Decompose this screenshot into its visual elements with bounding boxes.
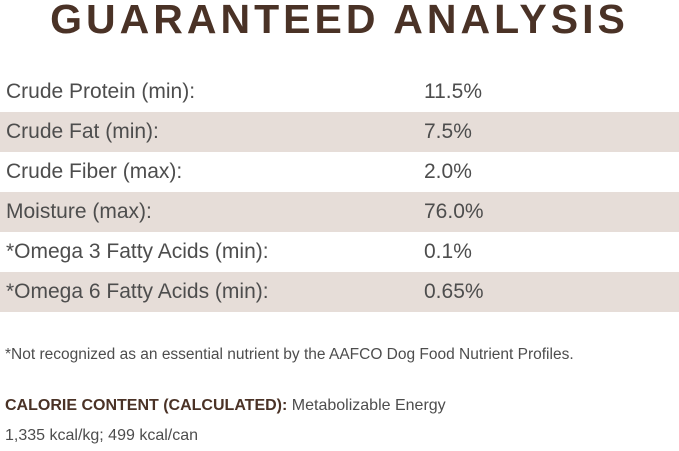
nutrient-value: 7.5%	[424, 120, 472, 143]
nutrient-value: 0.65%	[424, 280, 484, 303]
table-row: *Omega 6 Fatty Acids (min): 0.65%	[0, 272, 679, 312]
calorie-label: CALORIE CONTENT (CALCULATED):	[5, 397, 288, 414]
table-row: Crude Protein (min): 11.5%	[0, 72, 679, 112]
nutrient-label: Crude Protein (min):	[6, 80, 196, 103]
nutrient-label: Moisture (max):	[6, 200, 152, 223]
table-row: Crude Fat (min): 7.5%	[0, 112, 679, 152]
nutrient-value: 11.5%	[424, 80, 482, 103]
nutrient-value: 76.0%	[424, 200, 484, 223]
nutrient-label: Crude Fat (min):	[6, 120, 159, 143]
calorie-text: Metabolizable Energy	[291, 397, 446, 414]
calorie-line: CALORIE CONTENT (CALCULATED): Metaboliza…	[5, 397, 446, 415]
table-row: Crude Fiber (max): 2.0%	[0, 152, 679, 192]
calorie-values: 1,335 kcal/kg; 499 kcal/can	[5, 427, 199, 444]
nutrient-label: *Omega 3 Fatty Acids (min):	[6, 240, 269, 263]
title: GUARANTEED ANALYSIS	[50, 0, 629, 42]
table-row: *Omega 3 Fatty Acids (min): 0.1%	[0, 232, 679, 272]
nutrient-label: *Omega 6 Fatty Acids (min):	[6, 280, 269, 303]
analysis-table: Crude Protein (min): 11.5% Crude Fat (min)…	[0, 72, 679, 312]
footnote: *Not recognized as an essential nutrient…	[5, 346, 574, 363]
nutrient-value: 0.1%	[424, 240, 472, 263]
nutrient-label: Crude Fiber (max):	[6, 160, 183, 183]
table-row: Moisture (max): 76.0%	[0, 192, 679, 232]
nutrient-value: 2.0%	[424, 160, 472, 183]
